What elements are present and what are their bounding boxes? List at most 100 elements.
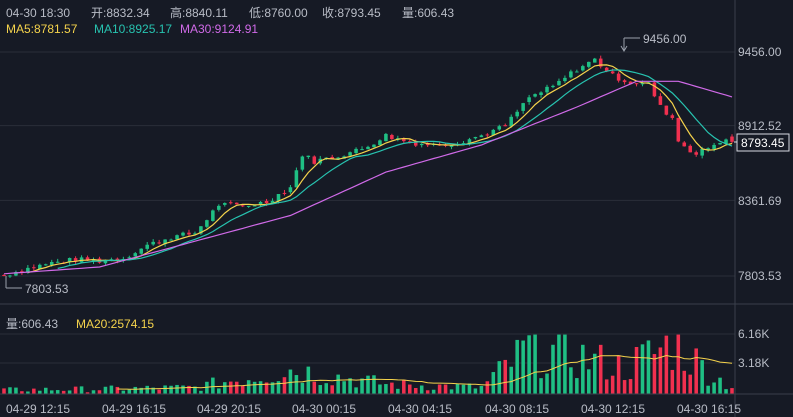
candle-body bbox=[491, 129, 496, 136]
volume-bar bbox=[425, 390, 430, 394]
time-tick-label: 04-29 20:15 bbox=[197, 402, 261, 416]
candle-body bbox=[461, 143, 466, 145]
candle-body bbox=[38, 264, 42, 270]
volume-bar bbox=[234, 381, 239, 394]
volume-bar bbox=[700, 360, 704, 394]
candle-body bbox=[205, 220, 209, 227]
candle-body bbox=[449, 145, 454, 147]
volume-bar bbox=[431, 389, 436, 394]
volume-bar bbox=[712, 382, 716, 394]
volume-tick-label: 6.16K bbox=[738, 327, 769, 341]
candle-body bbox=[336, 157, 340, 160]
candle-body bbox=[407, 141, 412, 143]
volume-bar bbox=[14, 387, 18, 394]
price-tick-label: 8361.69 bbox=[738, 194, 782, 208]
volume-bar bbox=[115, 386, 120, 394]
moving-average-lines bbox=[3, 64, 733, 275]
candle-body bbox=[258, 201, 263, 205]
candle-body bbox=[366, 146, 370, 150]
volume-bar bbox=[127, 389, 132, 394]
candle-body bbox=[575, 71, 579, 73]
candle-body bbox=[133, 253, 138, 257]
candle-body bbox=[682, 142, 687, 147]
candle-body bbox=[640, 83, 645, 85]
volume-bar bbox=[121, 390, 126, 394]
info-volume: 量:606.43 bbox=[402, 6, 454, 20]
volume-bar bbox=[437, 384, 442, 394]
volume-bar bbox=[205, 381, 209, 394]
volume-bar bbox=[461, 384, 466, 394]
volume-bar bbox=[258, 381, 263, 394]
candle-body bbox=[67, 258, 72, 262]
candle-body bbox=[688, 145, 693, 153]
volume-bar bbox=[97, 390, 102, 394]
candle-body bbox=[234, 202, 239, 205]
price-tick-label: 8912.52 bbox=[738, 119, 782, 133]
volume-bar bbox=[360, 378, 364, 394]
candle-body bbox=[306, 155, 311, 158]
candle-body bbox=[628, 81, 633, 85]
volume-bar bbox=[467, 383, 472, 394]
time-tick-label: 04-30 08:15 bbox=[485, 402, 549, 416]
volume-bar bbox=[449, 389, 454, 394]
candle-body bbox=[413, 141, 418, 146]
volume-bar bbox=[509, 366, 513, 394]
candle-body bbox=[163, 239, 167, 245]
volume-bar bbox=[354, 387, 358, 394]
candle-body bbox=[360, 149, 364, 151]
time-tick-label: 04-30 16:15 bbox=[677, 402, 741, 416]
candlestick-series bbox=[2, 55, 734, 278]
volume-bar bbox=[32, 388, 36, 394]
candle-body bbox=[592, 58, 597, 63]
volume-bar bbox=[169, 385, 173, 394]
candle-body bbox=[658, 96, 663, 105]
candle-body bbox=[718, 142, 722, 145]
info-time: 04-30 18:30 bbox=[6, 6, 70, 20]
candle-body bbox=[622, 80, 627, 83]
candle-body bbox=[2, 274, 6, 276]
candle-body bbox=[384, 133, 388, 142]
volume-bar bbox=[396, 388, 400, 394]
volume-bar bbox=[300, 382, 305, 394]
candle-body bbox=[527, 97, 531, 103]
volume-bar bbox=[336, 374, 340, 394]
candle-body bbox=[20, 271, 24, 273]
volume-bar bbox=[455, 383, 460, 394]
candle-body bbox=[55, 261, 60, 263]
volume-bars bbox=[2, 334, 734, 394]
time-tick-label: 04-29 16:15 bbox=[102, 402, 166, 416]
candle-body bbox=[557, 80, 561, 86]
volume-bar bbox=[634, 346, 639, 394]
candle-body bbox=[706, 148, 710, 150]
volume-bar bbox=[49, 390, 54, 394]
volume-bar bbox=[217, 388, 221, 394]
candle-body bbox=[175, 235, 179, 240]
candle-body bbox=[372, 144, 376, 148]
candle-body bbox=[187, 232, 191, 235]
candle-body bbox=[354, 148, 358, 154]
info-open: 开:8832.34 bbox=[91, 6, 150, 20]
candle-body bbox=[264, 200, 269, 204]
candle-body bbox=[700, 148, 704, 156]
candle-body bbox=[103, 260, 108, 264]
candle-body bbox=[473, 136, 478, 139]
volume-bar bbox=[610, 375, 615, 394]
candle-body bbox=[211, 210, 215, 221]
ma30-line bbox=[3, 80, 733, 275]
candle-body bbox=[664, 105, 669, 115]
max-marker-arrow bbox=[620, 45, 628, 52]
volume-bar bbox=[270, 382, 275, 394]
ma30-legend: MA30:9124.91 bbox=[180, 22, 258, 36]
candle-body bbox=[712, 144, 716, 150]
volume-bar bbox=[497, 361, 502, 394]
candle-body bbox=[497, 126, 502, 130]
volume-bar bbox=[443, 384, 448, 394]
candle-body bbox=[676, 117, 681, 142]
volume-bar bbox=[563, 334, 567, 394]
candle-body bbox=[634, 83, 639, 85]
volume-bar bbox=[545, 373, 549, 394]
volume-bar bbox=[8, 387, 12, 394]
